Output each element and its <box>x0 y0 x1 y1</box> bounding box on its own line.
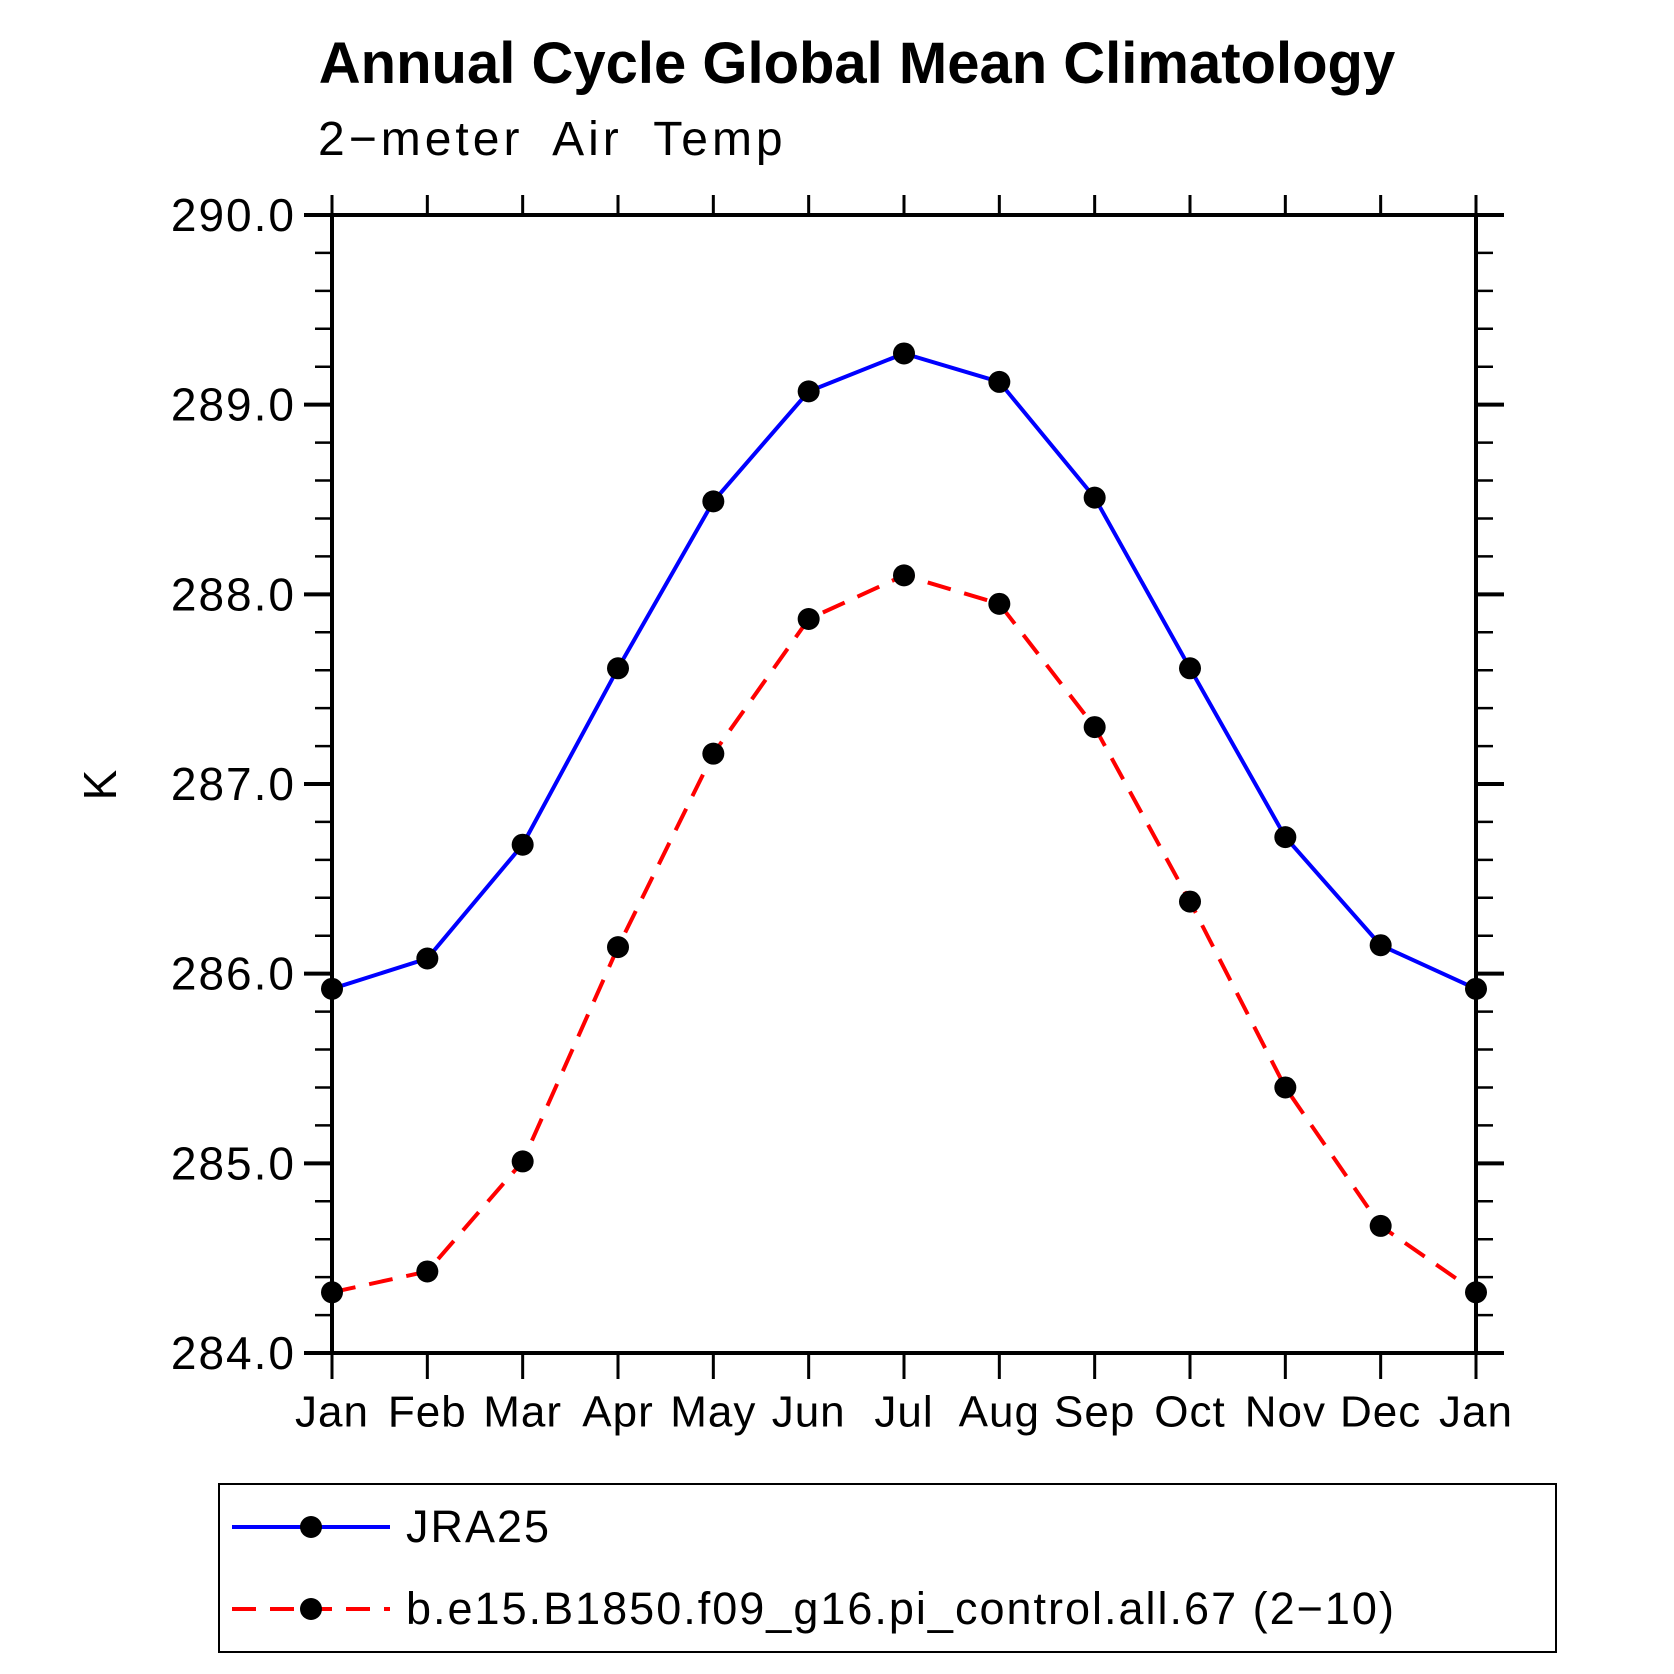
x-tick-label: Aug <box>959 1388 1040 1437</box>
x-tick-label: Oct <box>1154 1388 1225 1437</box>
legend-sample-marker <box>300 1516 322 1538</box>
legend-sample <box>232 1598 390 1620</box>
x-tick-label: Jan <box>295 1388 369 1437</box>
data-point-marker <box>416 1260 439 1283</box>
y-tick-label: 285.0 <box>171 1137 296 1189</box>
y-tick-label: 290.0 <box>171 189 296 241</box>
y-tick-label: 284.0 <box>171 1327 296 1379</box>
x-tick-label: Jul <box>874 1388 933 1437</box>
x-tick-label: Dec <box>1340 1388 1421 1437</box>
x-tick-label: Mar <box>483 1388 562 1437</box>
data-point-marker <box>1369 1214 1392 1237</box>
data-point-marker <box>1179 890 1201 913</box>
y-tick-label: 286.0 <box>171 948 296 1000</box>
data-point-marker <box>1369 934 1392 957</box>
chart-title: Annual Cycle Global Mean Climatology <box>318 31 1396 96</box>
data-point-marker <box>1083 486 1106 509</box>
legend-entry: b.e15.B1850.f09_g16.pi_control.all.67 (2… <box>220 1568 1555 1650</box>
y-axis-title: K <box>74 769 126 800</box>
data-point-marker <box>416 947 439 970</box>
legend-sample <box>232 1516 390 1538</box>
data-point-marker <box>893 342 915 365</box>
data-point-marker <box>1465 1281 1487 1304</box>
data-point-marker <box>988 592 1011 615</box>
data-point-marker <box>321 977 343 1000</box>
data-point-marker <box>511 1150 534 1173</box>
data-point-marker <box>797 607 820 630</box>
series-line-model <box>331 573 1478 1295</box>
data-point-marker <box>607 936 629 959</box>
legend-entry: JRA25 <box>220 1486 1555 1568</box>
y-tick-label: 289.0 <box>171 379 296 431</box>
data-point-marker <box>893 564 915 587</box>
legend-label: JRA25 <box>406 1501 552 1552</box>
series-line-jra25 <box>331 351 1477 991</box>
x-tick-label: Jan <box>1439 1388 1513 1437</box>
data-point-marker <box>1274 826 1297 849</box>
data-point-marker <box>988 370 1011 393</box>
x-tick-label: Nov <box>1245 1388 1326 1437</box>
data-point-marker <box>797 380 820 403</box>
data-point-marker <box>511 833 534 856</box>
data-point-marker <box>607 657 629 680</box>
data-point-marker <box>321 1281 343 1304</box>
data-point-marker <box>1465 977 1487 1000</box>
legend-label: b.e15.B1850.f09_g16.pi_control.all.67 (2… <box>406 1583 1396 1634</box>
plot-frame <box>330 213 1478 1355</box>
legend: JRA25 b.e15.B1850.f09_g16.pi_control.all.… <box>218 1483 1557 1653</box>
y-tick-label: 288.0 <box>171 568 296 620</box>
legend-sample-marker <box>300 1598 322 1620</box>
data-point-marker <box>1179 657 1201 680</box>
data-point-marker <box>702 490 725 513</box>
data-point-marker <box>702 742 725 765</box>
y-tick-label: 287.0 <box>171 758 296 810</box>
data-point-marker <box>1083 716 1106 739</box>
x-tick-label: Apr <box>582 1388 653 1437</box>
chart-subtitle: 2−meter Air Temp <box>318 113 787 166</box>
x-tick-label: Sep <box>1054 1388 1135 1437</box>
x-tick-label: May <box>670 1388 756 1437</box>
x-tick-label: Jun <box>772 1388 846 1437</box>
x-tick-label: Feb <box>388 1388 467 1437</box>
data-point-marker <box>1274 1076 1297 1099</box>
